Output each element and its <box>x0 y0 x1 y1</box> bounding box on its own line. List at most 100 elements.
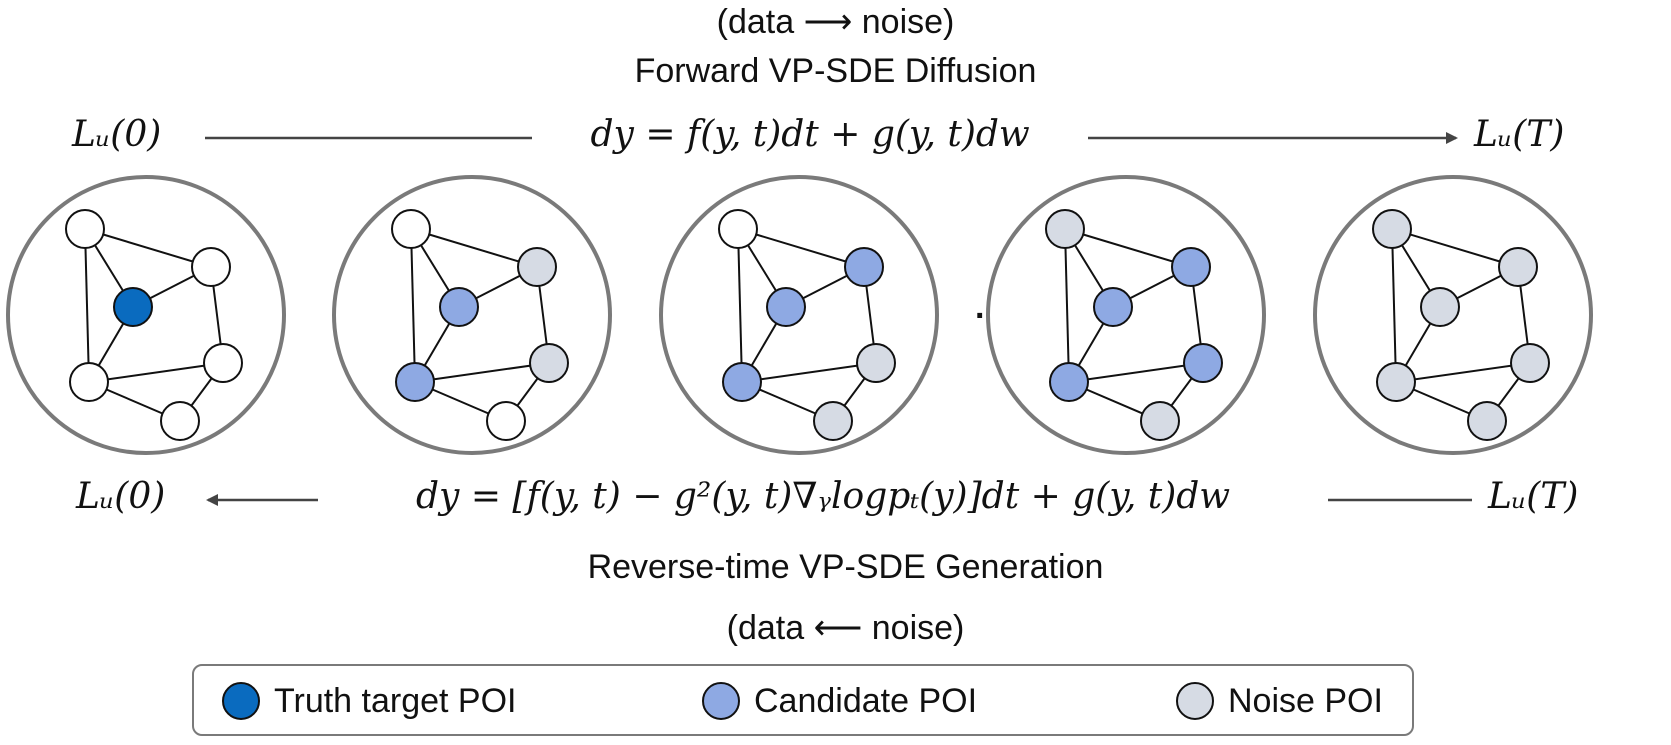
legend-swatch-truth <box>222 682 260 720</box>
graph-4-edge-7 <box>1068 362 1204 383</box>
graph-2 <box>332 175 612 455</box>
graph-2-node-2-noise <box>517 247 557 287</box>
graph-3-ring <box>659 175 939 455</box>
graph-3-node-4-noise <box>856 343 896 383</box>
legend-item-candidate: Candidate POI <box>702 680 977 722</box>
graph-2-node-5-candidate <box>395 362 435 402</box>
graph-2-edge-6 <box>414 306 460 383</box>
graph-2-edge-1 <box>410 228 538 268</box>
graph-2-edge-9 <box>505 362 550 422</box>
graph-3-edge-7 <box>741 362 877 383</box>
graph-4-edge-5 <box>1190 266 1204 364</box>
graph-1-edge-8 <box>88 381 181 422</box>
legend-item-noise: Noise POI <box>1176 680 1383 722</box>
graph-1-edge-5 <box>210 266 224 364</box>
graph-4-edge-1 <box>1064 228 1192 268</box>
graph-4-node-6-noise <box>1140 401 1180 441</box>
graph-5-node-5-noise <box>1376 362 1416 402</box>
graph-3-edge-9 <box>832 362 877 422</box>
graph-5-edge-7 <box>1395 362 1531 383</box>
graph-1-edge-6 <box>88 306 134 383</box>
legend-swatch-candidate <box>702 682 740 720</box>
graph-2-node-1-empty <box>391 209 431 249</box>
graph-4-node-3-candidate <box>1093 287 1133 327</box>
graph-4-edge-9 <box>1159 362 1204 422</box>
graph-2-ring <box>332 175 612 455</box>
graph-1-node-3-truth <box>113 287 153 327</box>
graph-3-node-2-candidate <box>844 247 884 287</box>
graph-2-edge-2 <box>410 228 460 308</box>
forward-direction-label: (data ⟶ noise) <box>716 3 955 41</box>
graph-1-edge-2 <box>84 228 134 308</box>
graph-4-node-4-candidate <box>1183 343 1223 383</box>
graph-3-edge-6 <box>741 306 787 383</box>
graph-1 <box>6 175 286 455</box>
reverse-title: Reverse-time VP-SDE Generation <box>587 548 1104 586</box>
graph-3-edge-8 <box>741 381 834 422</box>
graph-1-node-5-empty <box>69 362 109 402</box>
graph-4-edge-6 <box>1068 306 1114 383</box>
graph-3-edge-3 <box>737 228 743 383</box>
graph-1-edge-4 <box>132 266 212 308</box>
graph-5-edge-6 <box>1395 306 1441 383</box>
reverse-start-label: Lᵤ(0) <box>76 476 166 517</box>
graph-2-node-4-noise <box>529 343 569 383</box>
graph-1-node-2-empty <box>191 247 231 287</box>
graph-5-node-4-noise <box>1510 343 1550 383</box>
graph-5-edge-3 <box>1391 228 1397 383</box>
graph-3-node-3-candidate <box>766 287 806 327</box>
graph-5-node-6-noise <box>1467 401 1507 441</box>
legend-label-truth: Truth target POI <box>274 681 517 720</box>
reverse-direction-label: (data ⟵ noise) <box>726 609 965 647</box>
legend-label-candidate: Candidate POI <box>754 681 978 720</box>
graph-4-ring <box>986 175 1266 455</box>
graph-3-edge-1 <box>737 228 865 268</box>
graph-5-edge-2 <box>1391 228 1441 308</box>
forward-equation: dy = f(y, t)dt + g(y, t)dw <box>590 114 1030 155</box>
graph-3-node-6-noise <box>813 401 853 441</box>
graph-5-node-3-noise <box>1420 287 1460 327</box>
reverse-equation: dy = [f(y, t) − g²(y, t)∇ᵧlogpₜ(y)]dt + … <box>416 476 1231 517</box>
graph-4-edge-4 <box>1112 266 1192 308</box>
graph-3-edge-5 <box>863 266 877 364</box>
graph-4-node-2-candidate <box>1171 247 1211 287</box>
graph-5-edge-9 <box>1486 362 1531 422</box>
graph-2-edge-7 <box>414 362 550 383</box>
ellipsis: ... <box>975 288 1004 326</box>
graph-4-node-1-noise <box>1045 209 1085 249</box>
graph-3-node-1-empty <box>718 209 758 249</box>
graph-3 <box>659 175 939 455</box>
graph-1-edge-1 <box>84 228 212 268</box>
forward-end-label: Lᵤ(T) <box>1474 114 1565 155</box>
graph-3-node-5-candidate <box>722 362 762 402</box>
graph-2-edge-4 <box>458 266 538 308</box>
graph-1-ring <box>6 175 286 455</box>
graph-4-edge-2 <box>1064 228 1114 308</box>
graph-1-node-1-empty <box>65 209 105 249</box>
graph-5-node-2-noise <box>1498 247 1538 287</box>
graph-5-edge-1 <box>1391 228 1519 268</box>
graph-5-edge-5 <box>1517 266 1531 364</box>
legend-swatch-noise <box>1176 682 1214 720</box>
graph-4-node-5-candidate <box>1049 362 1089 402</box>
graph-1-edge-7 <box>88 362 224 383</box>
graph-1-edge-3 <box>84 228 90 383</box>
graph-5-edge-4 <box>1439 266 1519 308</box>
graph-5 <box>1313 175 1593 455</box>
graph-4 <box>986 175 1266 455</box>
graph-2-edge-5 <box>536 266 550 364</box>
graph-5-edge-8 <box>1395 381 1488 422</box>
graph-5-node-1-noise <box>1372 209 1412 249</box>
graph-2-edge-3 <box>410 228 416 383</box>
graph-1-node-4-empty <box>203 343 243 383</box>
graph-1-node-6-empty <box>160 401 200 441</box>
graph-4-edge-3 <box>1064 228 1070 383</box>
graph-2-edge-8 <box>414 381 507 422</box>
graph-1-edge-9 <box>179 362 224 422</box>
legend: Truth target POI Candidate POI Noise POI <box>192 664 1414 736</box>
graph-3-edge-4 <box>785 266 865 308</box>
graph-5-ring <box>1313 175 1593 455</box>
legend-item-truth: Truth target POI <box>222 680 517 722</box>
graph-3-edge-2 <box>737 228 787 308</box>
